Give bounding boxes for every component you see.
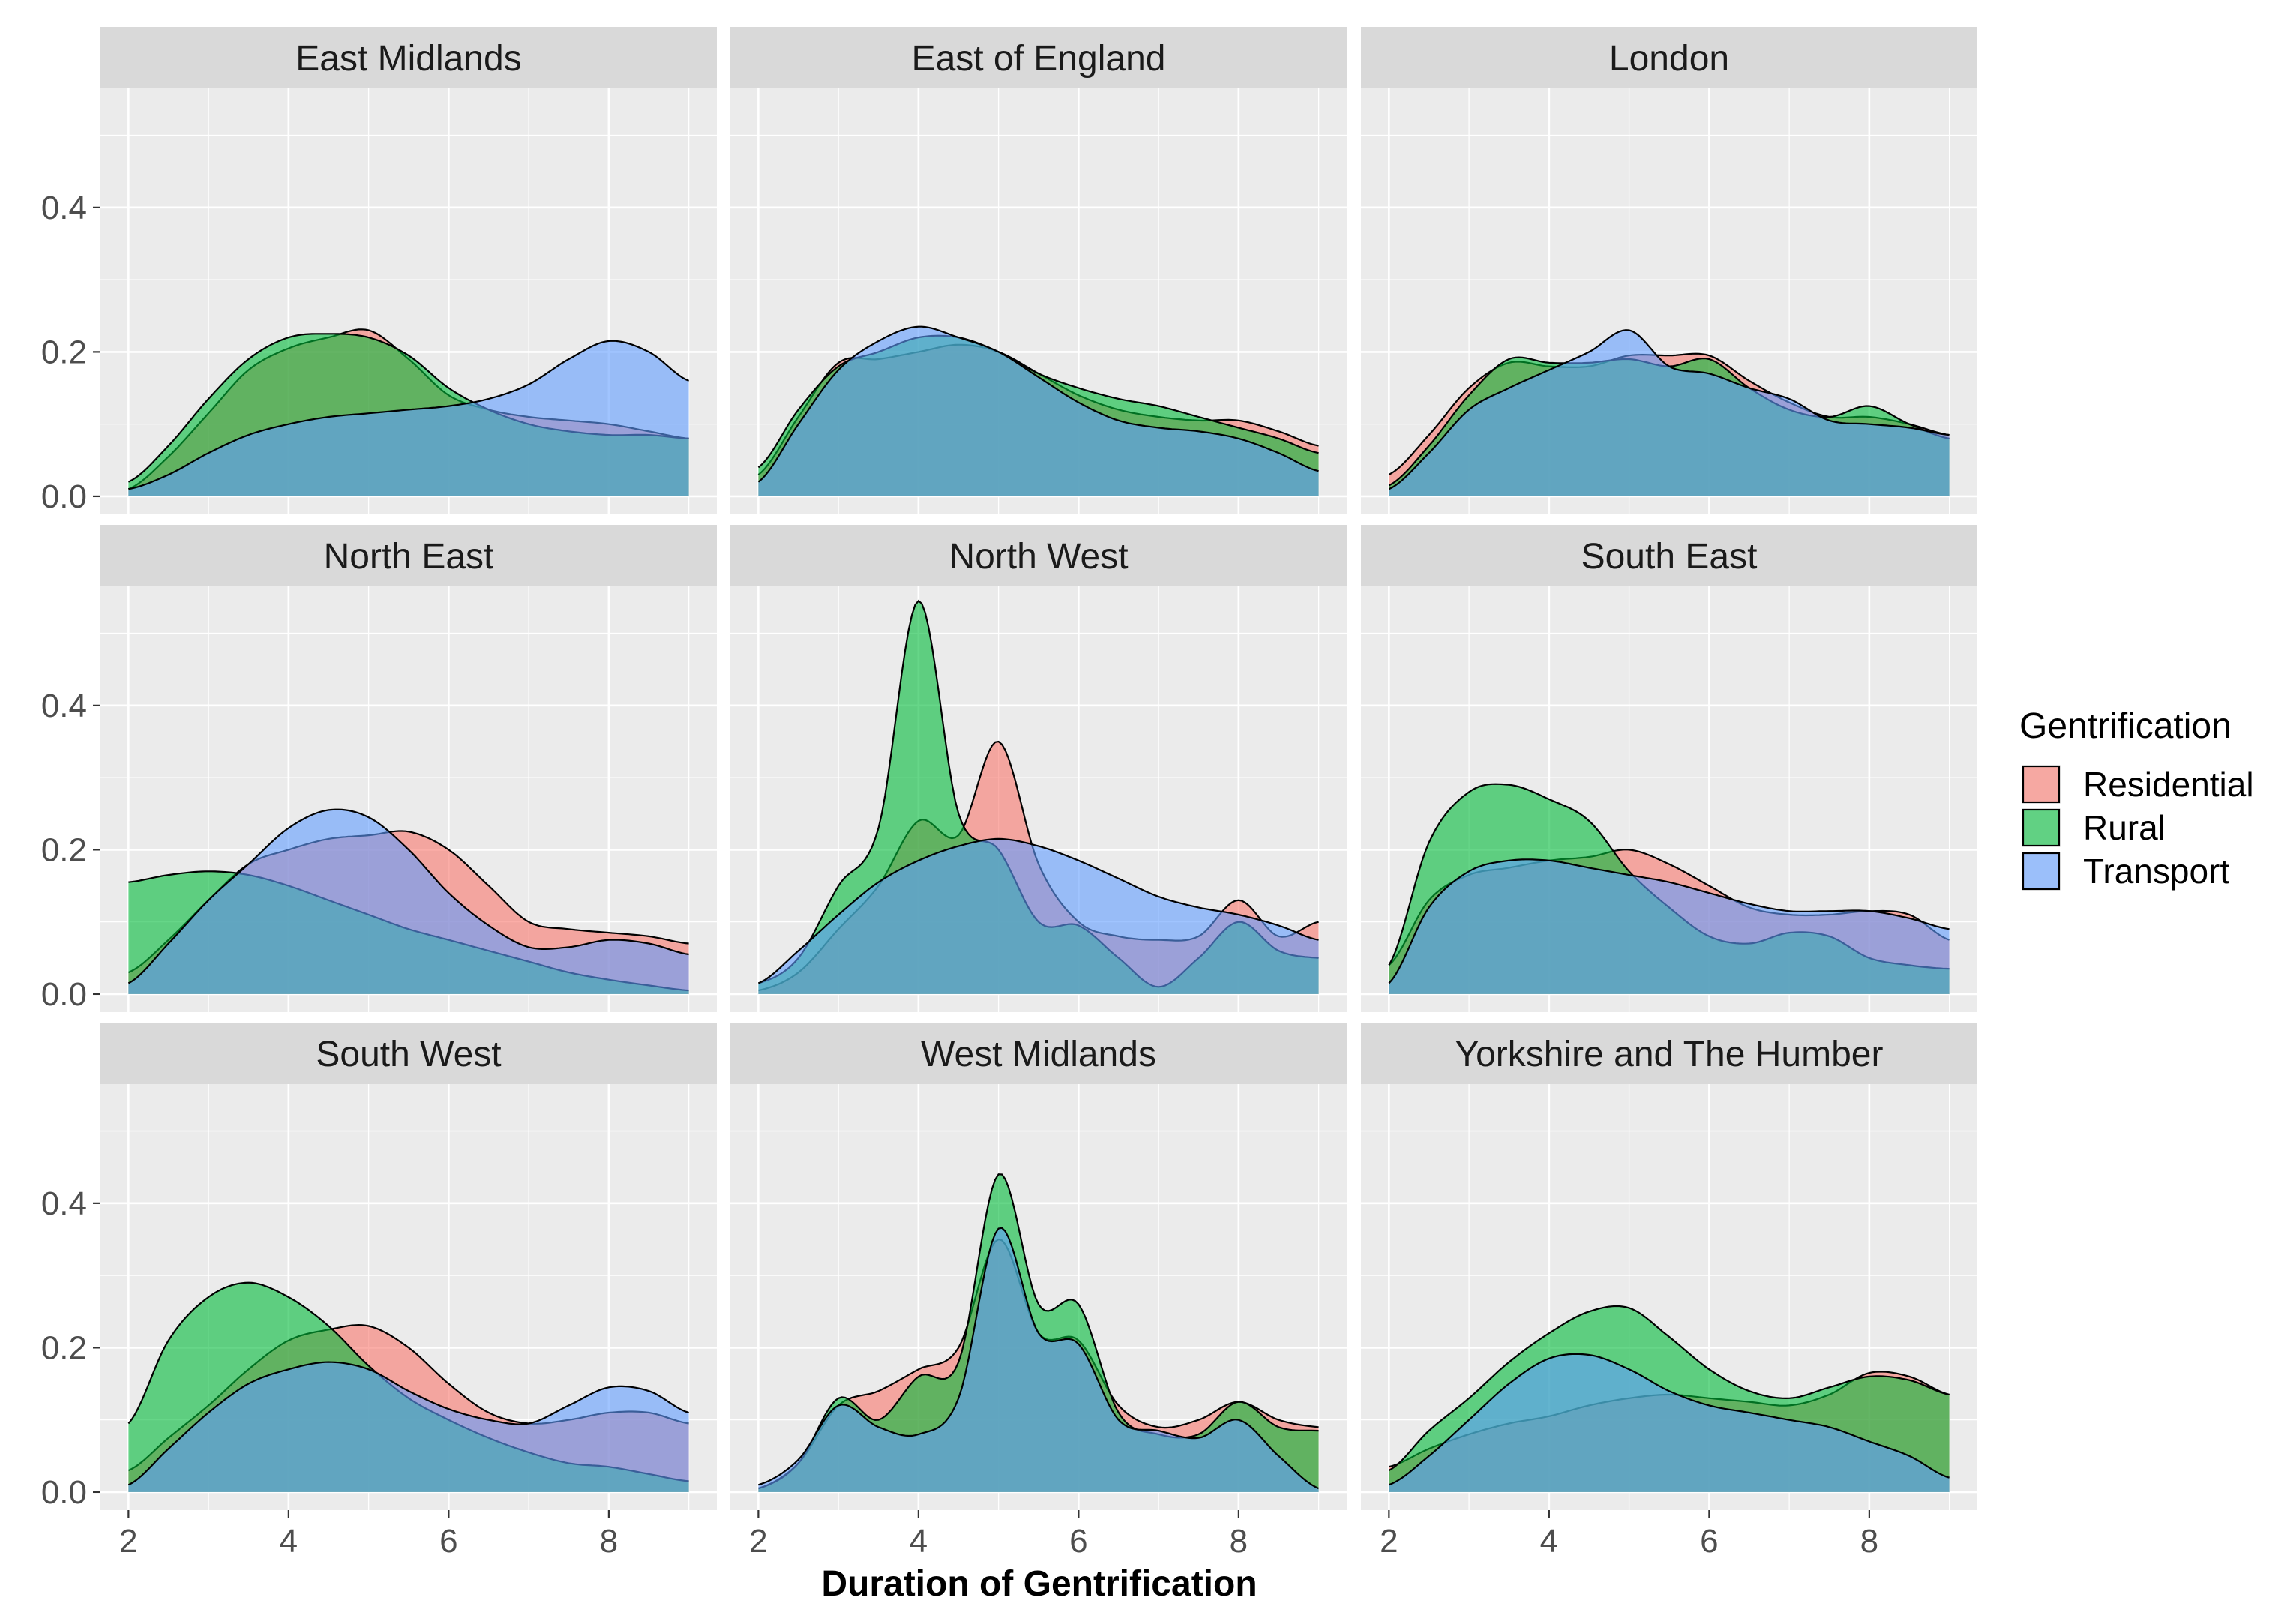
x-axis-title: Duration of Gentrification bbox=[821, 1564, 1257, 1604]
legend-title: Gentrification bbox=[2019, 706, 2232, 746]
facet-strip-label: North West bbox=[949, 537, 1128, 577]
facet-north-west: North West bbox=[730, 525, 1347, 1012]
y-tick-label: 0.2 bbox=[41, 334, 87, 370]
y-tick-label: 0.0 bbox=[41, 478, 87, 515]
x-tick-label: 6 bbox=[1700, 1523, 1718, 1560]
x-tick-label: 8 bbox=[600, 1523, 618, 1560]
facet-london: London bbox=[1361, 27, 1977, 514]
density-area-transport bbox=[128, 809, 689, 994]
y-tick-label: 0.0 bbox=[41, 1474, 87, 1511]
facet-strip bbox=[1361, 525, 1977, 586]
facet-east-of-england: East of England bbox=[730, 27, 1347, 514]
density-area-transport bbox=[128, 340, 689, 496]
facet-strip-label: West Midlands bbox=[921, 1035, 1156, 1074]
x-tick-label: 4 bbox=[1540, 1523, 1558, 1560]
facet-strip-label: South East bbox=[1581, 537, 1758, 577]
facet-strip bbox=[730, 27, 1347, 88]
facet-east-midlands: East Midlands 0.0 0.2 0.4 bbox=[41, 27, 717, 515]
density-line-transport bbox=[757, 325, 1319, 483]
y-tick-label: 0.4 bbox=[41, 1185, 87, 1222]
y-tick-label: 0.2 bbox=[41, 831, 87, 868]
y-tick-label: 0.0 bbox=[41, 976, 87, 1013]
density-line-transport bbox=[758, 1227, 1320, 1490]
facet-strip-label: South West bbox=[316, 1035, 501, 1074]
facet-yorkshire-and-the-humber: Yorkshire and The Humber 2 4 6 8 bbox=[1361, 1023, 1977, 1560]
density-line-transport bbox=[1388, 858, 1950, 984]
facet-strip-label: East Midlands bbox=[295, 39, 521, 79]
facet-strip-label: North East bbox=[324, 537, 494, 577]
facet-strip bbox=[100, 525, 717, 586]
density-line-transport bbox=[127, 808, 689, 984]
legend: Gentrification Residential Rural Transport bbox=[2019, 706, 2254, 891]
x-tick-label: 2 bbox=[119, 1523, 137, 1560]
facet-strip bbox=[100, 1023, 717, 1084]
facet-strip bbox=[730, 525, 1347, 586]
density-line-rural bbox=[758, 1173, 1319, 1490]
density-area-transport bbox=[1389, 1353, 1950, 1492]
density-line-transport bbox=[127, 1361, 689, 1486]
density-area-transport bbox=[1389, 330, 1950, 496]
density-area-transport bbox=[128, 1362, 689, 1492]
facet-south-east: South East bbox=[1361, 525, 1977, 1012]
density-line-transport bbox=[128, 340, 690, 490]
density-area-transport bbox=[1389, 859, 1950, 994]
x-tick-label: 2 bbox=[1380, 1523, 1398, 1560]
y-tick-label: 0.2 bbox=[41, 1329, 87, 1366]
y-tick-label: 0.4 bbox=[41, 688, 87, 724]
x-tick-label: 6 bbox=[439, 1523, 457, 1560]
x-tick-label: 4 bbox=[280, 1523, 298, 1560]
facet-west-midlands: West Midlands 2 4 6 8 bbox=[730, 1023, 1347, 1560]
density-area-transport bbox=[758, 326, 1319, 496]
density-area-transport bbox=[758, 1227, 1319, 1492]
density-line-transport bbox=[1388, 1353, 1950, 1486]
facet-strip bbox=[1361, 1023, 1977, 1084]
legend-key-transport bbox=[2022, 852, 2061, 891]
x-tick-label: 8 bbox=[1860, 1523, 1878, 1560]
facet-strip-label: East of England bbox=[912, 39, 1166, 79]
facet-north-east: North East 0.0 0.2 0.4 bbox=[41, 525, 717, 1013]
x-tick-label: 6 bbox=[1069, 1523, 1087, 1560]
density-area-transport bbox=[758, 838, 1319, 994]
y-tick-label: 0.4 bbox=[41, 190, 87, 226]
legend-label-residential: Residential bbox=[2083, 765, 2254, 804]
x-tick-label: 2 bbox=[749, 1523, 767, 1560]
legend-label-rural: Rural bbox=[2083, 808, 2166, 847]
legend-key-rural bbox=[2022, 808, 2061, 847]
density-line-transport bbox=[757, 837, 1319, 984]
x-tick-label: 8 bbox=[1230, 1523, 1248, 1560]
density-line-transport bbox=[1388, 329, 1950, 490]
x-tick-label: 4 bbox=[910, 1523, 928, 1560]
facet-strip-label: Yorkshire and The Humber bbox=[1455, 1035, 1884, 1074]
density-line-rural bbox=[1388, 1305, 1950, 1472]
facet-strip bbox=[100, 27, 717, 88]
facet-south-west: South West 0.0 0.2 0.4 2 4 6 8 bbox=[41, 1023, 717, 1560]
facet-panels: East Midlands 0.0 0.2 0.4 East of England Lon… bbox=[41, 27, 1977, 1560]
facet-strip bbox=[1361, 27, 1977, 88]
legend-key-residential bbox=[2022, 765, 2061, 804]
facet-strip bbox=[730, 1023, 1347, 1084]
legend-label-transport: Transport bbox=[2083, 852, 2229, 891]
facet-strip-label: London bbox=[1609, 39, 1729, 79]
